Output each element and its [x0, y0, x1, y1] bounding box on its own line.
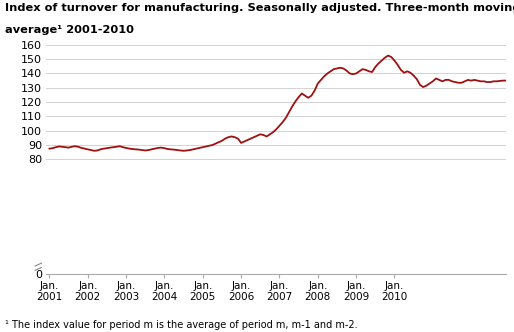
Text: Index of turnover for manufacturing. Seasonally adjusted. Three-month moving: Index of turnover for manufacturing. Sea…	[5, 3, 514, 13]
Text: average¹ 2001-2010: average¹ 2001-2010	[5, 25, 134, 35]
Text: ¹ The index value for period m is the average of period m, m-1 and m-2.: ¹ The index value for period m is the av…	[5, 320, 358, 330]
